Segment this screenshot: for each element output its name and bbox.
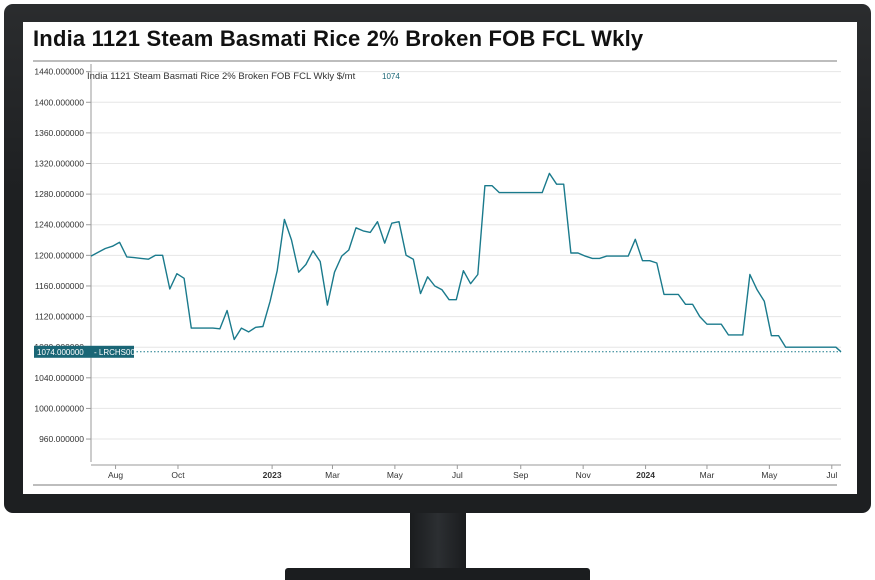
monitor-stand-base [285, 568, 590, 580]
x-tick-label: Oct [171, 470, 185, 480]
x-tick-label: Jul [452, 470, 463, 480]
series-legend-label: India 1121 Steam Basmati Rice 2% Broken … [87, 71, 356, 82]
reference-line: 1074.000000 - LRCHS00 [34, 345, 841, 358]
series-group [90, 172, 842, 353]
grid-lines [91, 71, 841, 440]
y-tick-label: 960.000000 [39, 434, 84, 444]
x-tick-label: Nov [576, 470, 592, 480]
chart-title: India 1121 Steam Basmati Rice 2% Broken … [33, 26, 644, 51]
x-tick-label: 2023 [263, 470, 282, 480]
title-divider [33, 60, 837, 62]
y-tick-label: 1400.000000 [34, 97, 84, 107]
y-tick-label: 1160.000000 [35, 281, 84, 291]
x-axis: Aug Oct 2023 Mar May Jul Sep Nov 2024 Mar May Jul [91, 464, 841, 480]
x-tick-label: Mar [700, 470, 715, 480]
x-tick-label: Aug [108, 470, 123, 480]
reference-tag-box [34, 345, 134, 358]
legend-group: India 1121 Steam Basmati Rice 2% Broken … [87, 71, 400, 82]
x-tick-label: May [761, 470, 778, 480]
monitor-screen: India 1121 Steam Basmati Rice 2% Broken … [23, 22, 857, 494]
y-tick-label: 1200.000000 [34, 250, 84, 260]
reference-value-label: 1074.000000 [37, 348, 84, 357]
y-tick-label: 1320.000000 [34, 159, 84, 169]
y-tick-label: 1040.000000 [34, 373, 84, 383]
price-line-chart: 960.0000001000.0000001040.0000001080.000… [34, 64, 842, 480]
y-tick-label: 1280.000000 [34, 189, 84, 199]
y-tick-label: 1240.000000 [34, 220, 84, 230]
y-axis-ticks: 960.0000001000.0000001040.0000001080.000… [34, 64, 92, 462]
x-tick-label: Mar [325, 470, 340, 480]
y-tick-label: 1000.000000 [34, 403, 84, 413]
bottom-divider [33, 484, 837, 486]
y-tick-label: 1440.000000 [34, 67, 84, 77]
y-tick-label: 1120.000000 [35, 312, 84, 322]
reference-tag-label: - LRCHS00 [94, 348, 135, 357]
x-tick-label: Sep [513, 470, 528, 480]
series-line [90, 172, 842, 353]
monitor-bezel: India 1121 Steam Basmati Rice 2% Broken … [4, 4, 871, 513]
x-tick-label: May [387, 470, 404, 480]
x-tick-label: 2024 [636, 470, 655, 480]
x-tick-label: Jul [826, 470, 837, 480]
monitor-stand-neck [410, 513, 466, 571]
series-last-value: 1074 [382, 72, 400, 81]
y-tick-label: 1360.000000 [34, 128, 84, 138]
